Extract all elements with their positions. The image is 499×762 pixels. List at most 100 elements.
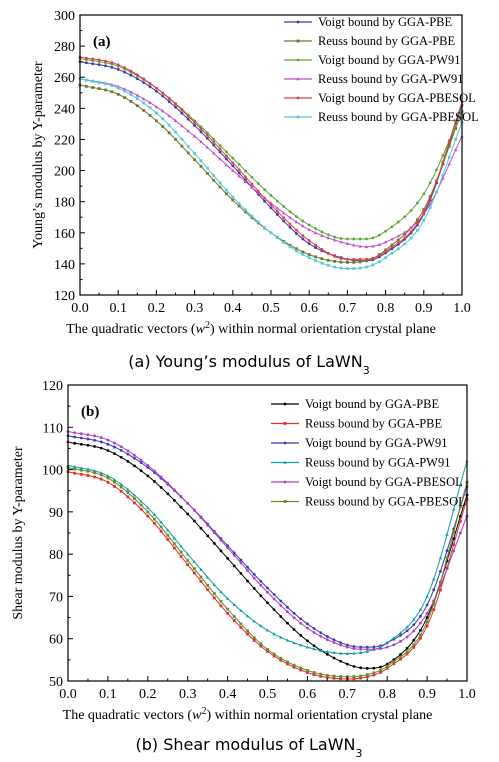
series-point xyxy=(314,243,317,247)
legend-swatch-marker xyxy=(296,39,300,43)
series-point xyxy=(384,229,387,233)
legend-label: Reuss bound by GGA-PBE xyxy=(305,417,443,431)
series-point xyxy=(445,532,449,536)
series-point xyxy=(126,449,130,453)
series-point xyxy=(186,129,190,133)
series-point xyxy=(425,620,429,624)
series-point xyxy=(263,188,267,192)
series-point xyxy=(256,191,260,195)
series-point xyxy=(172,536,177,540)
series-point xyxy=(245,614,250,618)
series-point xyxy=(439,569,442,573)
x-axis-title-exponent: 2 xyxy=(201,706,206,717)
series-point xyxy=(419,636,422,640)
series-point xyxy=(142,81,146,84)
series-point xyxy=(438,556,443,560)
series-point xyxy=(225,150,228,154)
series-point xyxy=(279,656,283,660)
series-point xyxy=(206,534,210,538)
series-point xyxy=(282,240,286,244)
legend-item: Reuss bound by GGA-PW91 xyxy=(284,72,463,86)
series-point xyxy=(265,628,270,632)
series-point xyxy=(288,245,292,249)
series-point xyxy=(405,652,409,656)
series-point xyxy=(205,137,209,140)
series-point xyxy=(319,634,323,638)
series-point xyxy=(454,119,458,123)
series-point xyxy=(279,658,283,662)
series-point xyxy=(226,611,229,615)
series-point xyxy=(173,542,176,546)
y-tick-label: 50 xyxy=(49,675,63,690)
series-point xyxy=(425,616,429,619)
series-point xyxy=(179,544,183,548)
series-point xyxy=(295,228,298,232)
series-point xyxy=(453,148,458,152)
series-point xyxy=(447,162,451,166)
series-point xyxy=(435,179,438,183)
x-tick-label: 0.5 xyxy=(262,301,280,316)
series-point xyxy=(320,248,324,251)
series-point xyxy=(295,215,298,218)
series-point xyxy=(174,102,177,106)
series-point xyxy=(301,253,305,256)
series-point xyxy=(93,471,96,475)
series-point xyxy=(307,256,311,260)
series-point xyxy=(212,143,216,147)
series-point xyxy=(205,131,209,135)
y-tick-label: 110 xyxy=(43,421,63,436)
series-point xyxy=(292,641,296,645)
series-point xyxy=(288,210,292,214)
series-point xyxy=(399,634,402,637)
legend-swatch-marker xyxy=(296,20,300,24)
series-point xyxy=(295,247,298,251)
series-point xyxy=(174,105,177,109)
x-tick-label: 0.9 xyxy=(418,687,436,702)
series-point xyxy=(306,639,309,643)
series-point xyxy=(425,603,429,607)
series-point xyxy=(212,531,216,535)
series-point xyxy=(193,152,196,155)
series-point xyxy=(266,590,269,594)
series-point xyxy=(405,629,409,633)
y-tick-label: 300 xyxy=(54,9,75,24)
legend-swatch-marker xyxy=(283,402,287,406)
series-point xyxy=(86,474,90,477)
series-point xyxy=(377,242,381,247)
series-point xyxy=(219,538,223,542)
series-point xyxy=(192,519,196,523)
x-tick-label: 0.9 xyxy=(415,301,433,316)
series-point xyxy=(428,206,432,209)
legend-item: Reuss bound by GGA-PBE xyxy=(284,34,456,48)
series-point xyxy=(339,677,343,681)
series-point xyxy=(365,647,369,651)
series-point xyxy=(180,108,184,112)
y-tick-label: 120 xyxy=(54,289,75,304)
series-line xyxy=(66,466,469,679)
caption-main: (b) Shear modulus of LaWN xyxy=(135,735,355,754)
series-point xyxy=(359,647,362,651)
series-point xyxy=(79,432,83,436)
series-point xyxy=(346,237,349,241)
y-tick-label: 160 xyxy=(54,227,75,242)
series-point xyxy=(352,651,356,655)
series-point xyxy=(428,181,432,185)
series-point xyxy=(384,248,387,252)
legend-swatch-marker xyxy=(283,441,287,445)
series-point xyxy=(86,437,90,441)
series-point xyxy=(326,263,330,267)
series-point xyxy=(119,485,123,489)
series-point xyxy=(167,100,171,103)
series-point xyxy=(246,565,249,569)
series-point xyxy=(307,227,311,231)
series-point xyxy=(295,232,298,235)
series-point xyxy=(266,601,269,605)
series-point xyxy=(384,256,387,260)
series-point xyxy=(292,616,296,620)
series-point xyxy=(445,556,449,560)
series-point xyxy=(319,672,323,676)
series-point xyxy=(390,237,394,241)
series-point xyxy=(199,526,203,530)
